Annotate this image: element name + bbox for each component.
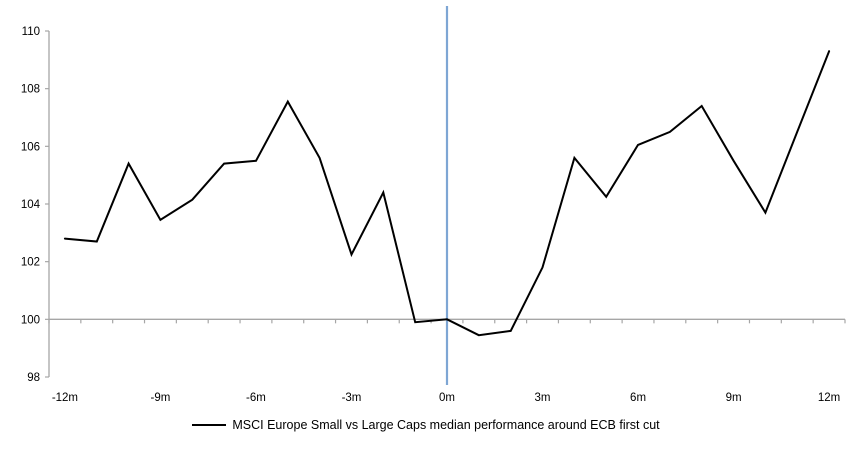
y-tick-label: 106 [21,141,40,153]
x-tick-label: -3m [342,392,362,404]
x-tick-label: 12m [818,392,840,404]
x-tick-label: 9m [726,392,742,404]
y-tick-label: 102 [21,257,40,269]
y-tick-label: 110 [22,26,40,38]
y-tick-label: 104 [21,199,41,211]
x-tick-label: -12m [52,392,78,404]
x-tick-label: 3m [535,392,551,404]
y-tick-label: 108 [21,84,40,96]
x-tick-label: -6m [246,392,266,404]
legend: MSCI Europe Small vs Large Caps median p… [0,418,852,432]
x-tick-label: 6m [630,392,646,404]
y-tick-label: 100 [21,314,40,326]
legend-label: MSCI Europe Small vs Large Caps median p… [232,418,660,432]
x-tick-label: -9m [151,392,171,404]
y-tick-label: 98 [27,372,40,384]
x-tick-label: 0m [439,392,455,404]
series-line [63,50,831,337]
legend-line-swatch [192,424,227,426]
